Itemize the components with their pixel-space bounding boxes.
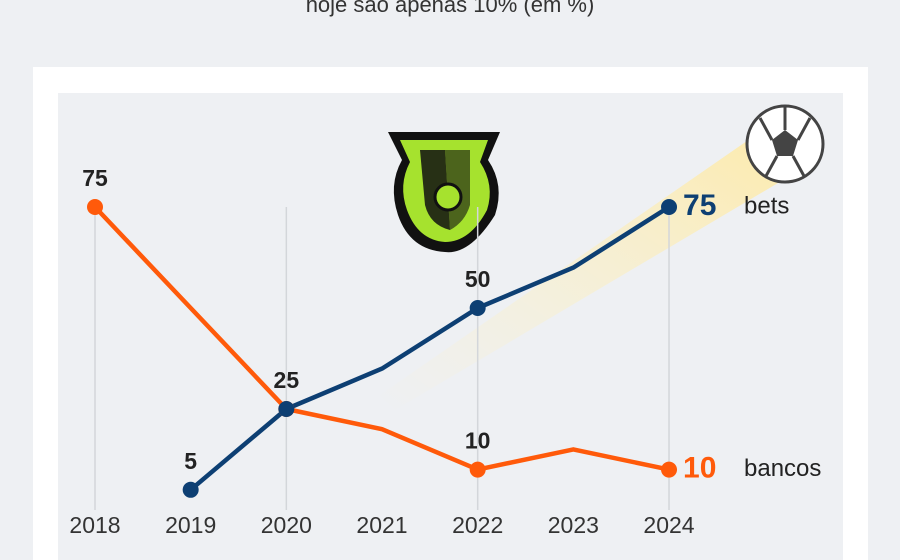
value-label: 25 <box>274 367 300 393</box>
value-label: 5 <box>184 448 197 474</box>
end-value-label: 75 <box>683 189 716 222</box>
end-value-label: 10 <box>683 452 716 485</box>
soccer-ball <box>745 104 825 184</box>
series-name: bets <box>744 192 789 219</box>
series-line <box>189 205 671 492</box>
plot: 2018 2019 2020 2021 2022 2023 2024 5 25 50 75 bets 7… <box>69 165 821 538</box>
x-tick-label: 2021 <box>356 512 407 538</box>
point-marker <box>469 300 486 316</box>
x-tick-label: 2019 <box>165 512 216 538</box>
value-label: 50 <box>465 266 491 292</box>
point-marker <box>469 461 486 478</box>
x-tick-label: 2024 <box>643 512 694 538</box>
x-tick-label: 2018 <box>69 512 120 538</box>
x-tick-label: 2020 <box>261 512 312 538</box>
value-label: 75 <box>82 165 108 191</box>
point-marker <box>278 401 295 417</box>
subtitle: hoje são apenas 10% (em %) <box>306 0 595 17</box>
point-marker <box>661 199 678 215</box>
x-tick-label: 2022 <box>452 512 503 538</box>
point-marker <box>661 461 678 478</box>
point-marker <box>87 199 103 215</box>
x-tick-label: 2023 <box>548 512 599 538</box>
series-line <box>93 205 670 472</box>
value-label: 10 <box>465 428 491 454</box>
series-name: bancos <box>744 455 821 482</box>
league-logo <box>388 132 500 253</box>
glow <box>380 125 800 410</box>
point-marker <box>182 481 199 498</box>
